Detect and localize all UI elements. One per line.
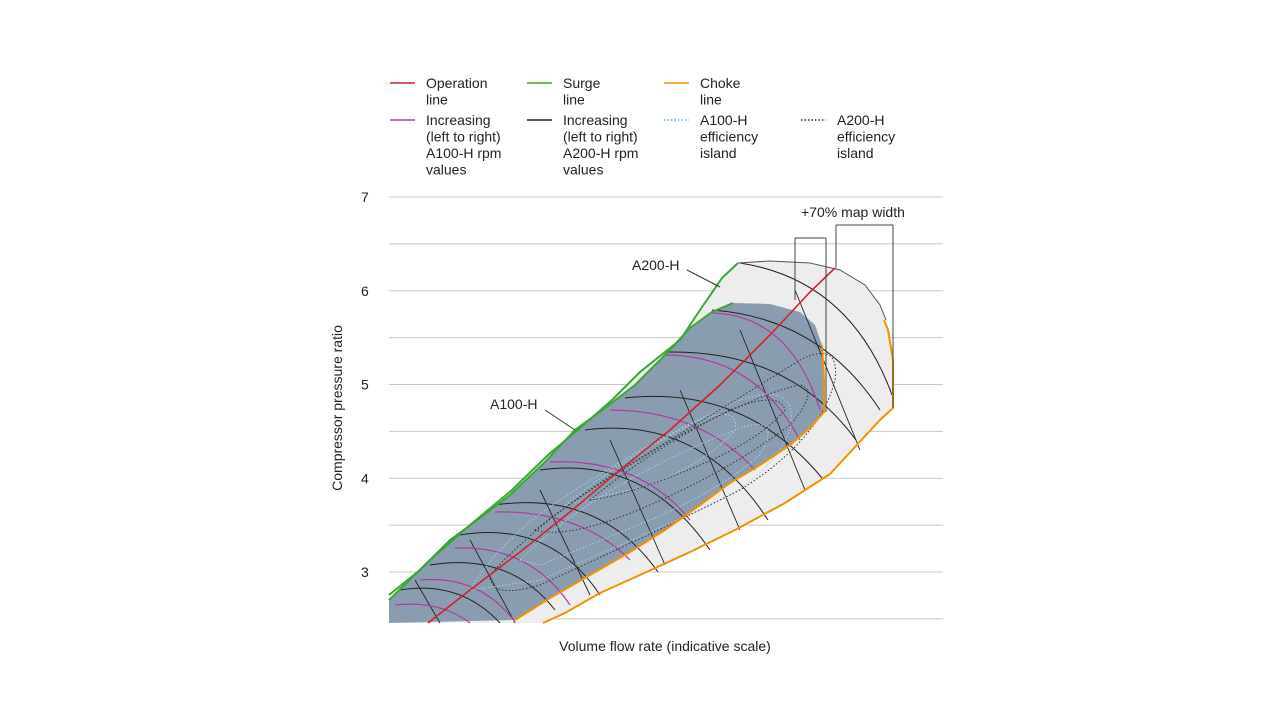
a200-efficiency-islands bbox=[489, 352, 837, 592]
legend-item-surge-line: Surge line bbox=[527, 75, 601, 108]
a200-cross-line bbox=[679, 389, 741, 531]
a200-upper-boundary bbox=[737, 260, 887, 321]
a100-rpm-line bbox=[549, 461, 691, 521]
legend-item-operation-line: Operation line bbox=[390, 75, 487, 108]
a200-label: A200-H bbox=[632, 257, 679, 273]
a200-leader-line bbox=[686, 269, 721, 288]
legend-label-a100-rpm: Increasing (left to right) A100-H rpm value… bbox=[426, 112, 501, 178]
a200-efficiency-island bbox=[588, 399, 786, 501]
a100-rpm-line bbox=[664, 354, 801, 441]
a200-cross-line bbox=[469, 539, 516, 624]
a200-rpm-line bbox=[399, 587, 501, 624]
a200-rpm-line bbox=[584, 427, 769, 521]
a100-rpm-lines bbox=[394, 312, 821, 624]
a200-cross-lines bbox=[414, 289, 861, 624]
map-width-label: +70% map width bbox=[801, 204, 905, 220]
a200-rpm-line bbox=[494, 502, 659, 573]
a200-rpm-line bbox=[711, 309, 881, 411]
legend: Operation line Surge line Choke line Increa… bbox=[390, 75, 895, 178]
operation-line bbox=[427, 267, 836, 624]
a100-map-area bbox=[389, 303, 824, 623]
a100-leader-line bbox=[544, 409, 576, 431]
legend-item-a200-rpm: Increasing (left to right) A200-H rpm value… bbox=[527, 112, 638, 178]
a100-label: A100-H bbox=[490, 396, 537, 412]
a100-rpm-line bbox=[711, 312, 821, 411]
legend-item-choke-line: Choke line bbox=[664, 75, 741, 108]
a100-rpm-line bbox=[394, 603, 471, 624]
legend-item-a200-efficiency: A200-H efficiency island bbox=[801, 112, 895, 161]
legend-label-choke: Choke line bbox=[700, 75, 741, 108]
legend-label-a200-eff: A200-H efficiency island bbox=[837, 112, 895, 161]
a100-efficiency-island bbox=[564, 413, 737, 506]
a200-cross-line bbox=[794, 289, 861, 451]
a100-rpm-line bbox=[494, 511, 631, 561]
y-tick-label: 6 bbox=[361, 283, 369, 299]
legend-item-a100-efficiency: A100-H efficiency island bbox=[664, 112, 758, 161]
plot-area bbox=[388, 260, 894, 624]
y-tick-label: 4 bbox=[361, 470, 369, 486]
a100-efficiency-island bbox=[519, 423, 769, 566]
y-tick-label: 5 bbox=[361, 377, 369, 393]
y-axis-label: Compressor pressure ratio bbox=[329, 325, 345, 491]
a100-efficiency-islands bbox=[469, 393, 792, 591]
a100-rpm-line bbox=[609, 409, 756, 471]
a200-cross-line bbox=[539, 489, 591, 596]
a200-cross-line bbox=[739, 329, 806, 491]
a200-cross-line bbox=[609, 439, 666, 566]
x-axis-label: Volume flow rate (indicative scale) bbox=[559, 638, 771, 654]
a200-rpm-line bbox=[539, 467, 711, 551]
legend-label-a100-eff: A100-H efficiency island bbox=[700, 112, 758, 161]
a200-rpm-line bbox=[459, 532, 601, 596]
a100-efficiency-island bbox=[469, 393, 792, 591]
map-width-annotation bbox=[794, 224, 894, 412]
legend-label-a200-rpm: Increasing (left to right) A200-H rpm value… bbox=[563, 112, 638, 178]
legend-item-a100-rpm: Increasing (left to right) A100-H rpm value… bbox=[390, 112, 501, 178]
a200-rpm-lines bbox=[399, 262, 893, 624]
y-tick-label: 3 bbox=[361, 564, 369, 580]
a200-rpm-line bbox=[739, 262, 893, 396]
legend-label-operation: Operation line bbox=[426, 75, 487, 108]
a200-rpm-line bbox=[624, 395, 823, 479]
a200-rpm-line bbox=[667, 351, 857, 441]
a200-rpm-line bbox=[429, 562, 556, 611]
y-axis-ticks: 3 4 5 6 7 bbox=[361, 189, 369, 580]
a100-choke-line bbox=[514, 344, 825, 621]
y-tick-label: 7 bbox=[361, 189, 369, 205]
legend-label-surge: Surge line bbox=[563, 75, 601, 108]
